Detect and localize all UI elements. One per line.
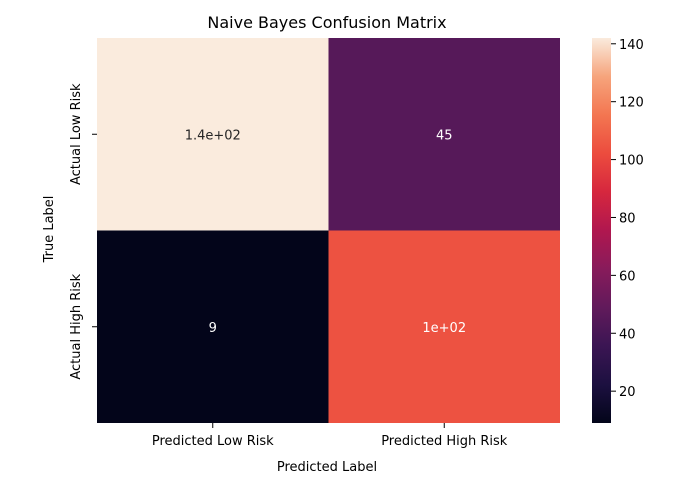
colorbar-tick-label: 60 — [619, 269, 636, 284]
cell-annotation: 1e+02 — [422, 321, 466, 336]
y-tick-label: Actual Low Risk — [69, 83, 84, 185]
colorbar — [592, 38, 611, 423]
cell-annotation: 45 — [436, 128, 453, 143]
colorbar-ticks: 20 40 60 80 100 120 140 — [611, 38, 644, 400]
heatmap-cell — [97, 230, 329, 423]
heatmap-cell — [97, 38, 329, 231]
heatmap-annotations: 1.4e+02 45 9 1e+02 — [185, 128, 466, 336]
heatmap-cells — [97, 38, 560, 423]
colorbar-tick-label: 80 — [619, 211, 636, 226]
y-axis-label: True Label — [42, 196, 57, 264]
x-tick-label: Predicted Low Risk — [152, 434, 274, 449]
y-axis: Actual Low Risk Actual High Risk — [69, 83, 97, 380]
x-axis: Predicted Low Risk Predicted High Risk — [152, 423, 508, 449]
colorbar-tick-label: 20 — [619, 385, 636, 400]
cell-annotation: 1.4e+02 — [185, 128, 241, 143]
x-tick-label: Predicted High Risk — [381, 434, 508, 449]
cell-annotation: 9 — [209, 321, 217, 336]
colorbar-tick-label: 100 — [619, 154, 644, 169]
heatmap-cell — [328, 38, 560, 231]
heatmap-cell — [328, 230, 560, 423]
y-tick-label: Actual High Risk — [69, 273, 84, 379]
colorbar-tick-label: 40 — [619, 327, 636, 342]
x-axis-label: Predicted Label — [277, 460, 377, 475]
colorbar-tick-label: 140 — [619, 38, 644, 53]
chart-title: Naive Bayes Confusion Matrix — [207, 13, 446, 32]
colorbar-tick-label: 120 — [619, 96, 644, 111]
